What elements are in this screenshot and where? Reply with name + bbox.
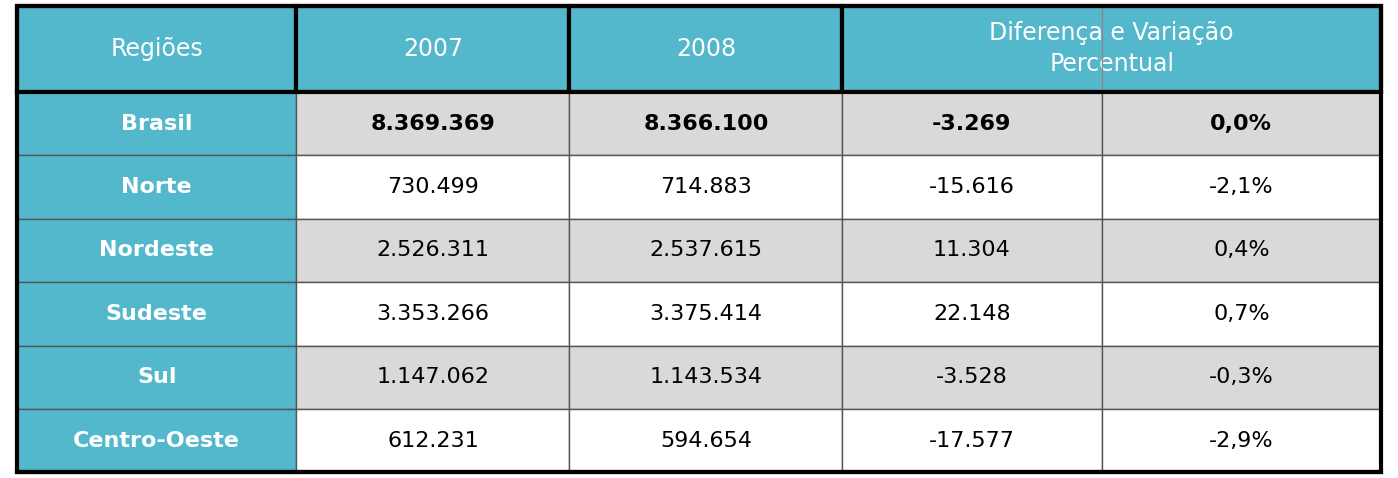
Text: 2008: 2008 [675,37,735,61]
Bar [569,155,842,219]
Bar [296,409,569,472]
Bar [17,282,296,346]
Text: 2.526.311: 2.526.311 [376,240,489,261]
Bar [1102,219,1381,282]
Bar [842,409,1102,472]
Text: 1.143.534: 1.143.534 [649,367,762,387]
Text: Sudeste: Sudeste [106,304,207,324]
Text: 3.353.266: 3.353.266 [376,304,489,324]
Bar [1102,155,1381,219]
Text: 730.499: 730.499 [387,177,480,197]
Bar [296,346,569,409]
Text: 0,4%: 0,4% [1213,240,1269,261]
Bar [1102,92,1381,155]
Bar [296,92,569,155]
Bar [842,282,1102,346]
Bar [842,6,1381,92]
Text: -17.577: -17.577 [928,431,1015,451]
Text: 0,7%: 0,7% [1213,304,1269,324]
Text: 22.148: 22.148 [932,304,1011,324]
Bar [569,346,842,409]
Bar [842,346,1102,409]
Bar [17,92,296,155]
Text: Sul: Sul [137,367,176,387]
Text: Norte: Norte [122,177,192,197]
Bar [842,155,1102,219]
Text: Diferença e Variação: Diferença e Variação [990,22,1234,45]
Text: -2,9%: -2,9% [1209,431,1274,451]
Text: Percentual: Percentual [1050,53,1174,76]
Text: 0,0%: 0,0% [1211,114,1272,134]
Bar [569,409,842,472]
Bar [842,219,1102,282]
Text: 1.147.062: 1.147.062 [376,367,489,387]
Bar [17,346,296,409]
Bar [1102,282,1381,346]
Bar [569,219,842,282]
Text: 612.231: 612.231 [387,431,478,451]
Bar [569,282,842,346]
Text: -15.616: -15.616 [928,177,1015,197]
Text: -2,1%: -2,1% [1209,177,1274,197]
Text: 8.369.369: 8.369.369 [370,114,495,134]
Bar [296,155,569,219]
Bar [569,92,842,155]
Text: Regiões: Regiões [110,37,203,61]
Text: 594.654: 594.654 [660,431,752,451]
Bar [296,219,569,282]
Text: 714.883: 714.883 [660,177,752,197]
Bar [17,6,296,92]
Text: 2.537.615: 2.537.615 [649,240,762,261]
Bar [569,6,842,92]
Bar [842,92,1102,155]
Text: -3.269: -3.269 [932,114,1012,134]
Bar [1102,346,1381,409]
Bar [1102,409,1381,472]
Text: 3.375.414: 3.375.414 [649,304,762,324]
Text: Brasil: Brasil [120,114,193,134]
Text: 8.366.100: 8.366.100 [643,114,769,134]
Bar [17,409,296,472]
Bar [17,155,296,219]
Text: -0,3%: -0,3% [1209,367,1274,387]
Text: -3.528: -3.528 [937,367,1008,387]
Text: Nordeste: Nordeste [99,240,214,261]
Text: 11.304: 11.304 [932,240,1011,261]
Text: Centro-Oeste: Centro-Oeste [73,431,240,451]
Bar [296,282,569,346]
Bar [296,6,569,92]
Bar [17,219,296,282]
Text: 2007: 2007 [403,37,463,61]
